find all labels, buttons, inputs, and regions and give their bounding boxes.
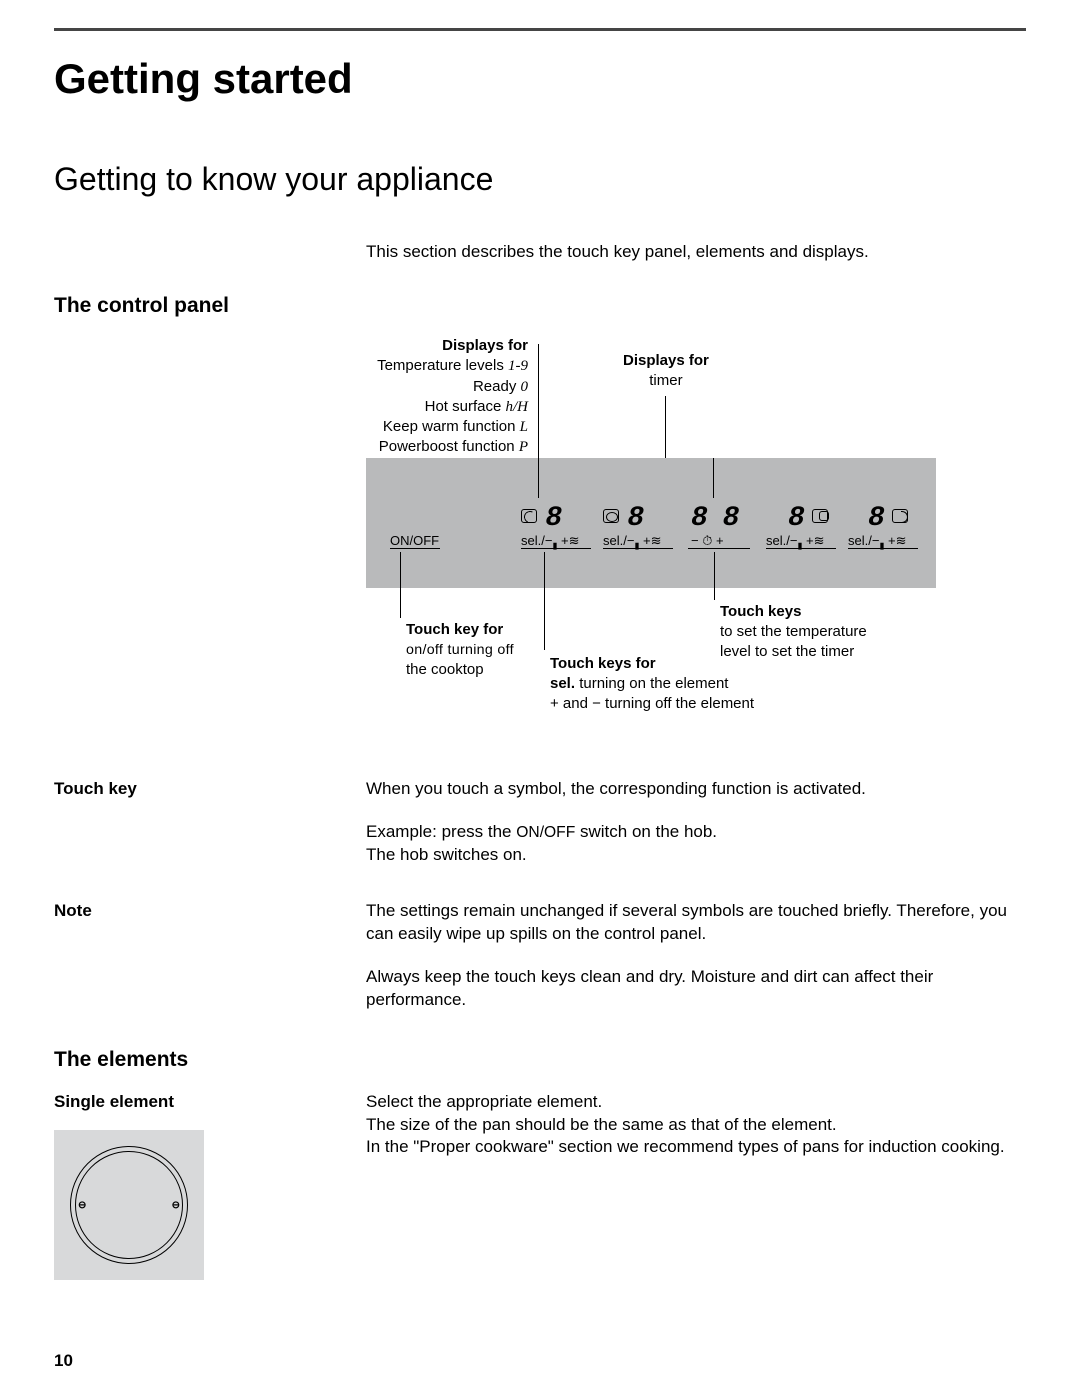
note-p1: The settings remain unchanged if several… <box>366 900 1026 946</box>
single-p3: In the "Proper cookware" section we reco… <box>366 1136 1026 1159</box>
subsection-elements: The elements <box>54 1046 1026 1074</box>
leader-line-displays <box>538 344 539 458</box>
leader-line-timer <box>665 396 666 458</box>
page-title-section: Getting to know your appliance <box>54 158 1026 201</box>
touch-key-p1: When you touch a symbol, the correspondi… <box>366 778 1026 801</box>
top-rule <box>54 28 1026 31</box>
zone-shape-icon <box>892 509 908 523</box>
displays-for-legend: Displays for Temperature levels 1‑9 Read… <box>360 336 528 458</box>
page-number: 10 <box>54 1350 1026 1373</box>
label-note: Note <box>54 900 366 1012</box>
page-title-main: Getting started <box>54 51 1026 108</box>
single-p2: The size of the pan should be the same a… <box>366 1114 1026 1137</box>
callout-onoff: Touch key for ON/OFF turning off the coo… <box>406 620 514 681</box>
note-p2: Always keep the touch keys clean and dry… <box>366 966 1026 1012</box>
zone-shape-icon <box>603 509 619 523</box>
label-single-element: Single element <box>54 1091 366 1114</box>
control-panel-surface: 8 8 8 8 8 8 ON/OFF <box>366 458 936 588</box>
touch-key-p3: The hob switches on. <box>366 844 1026 867</box>
timer-controls: − ⏱ + <box>691 532 724 550</box>
zone-shape-icon <box>812 509 828 523</box>
control-panel-diagram: Displays for Temperature levels 1‑9 Read… <box>366 336 936 728</box>
callout-temp: Touch keys to set the temperature level … <box>720 602 867 663</box>
touch-key-p2: Example: press the ON/OFF switch on the … <box>366 821 1026 844</box>
single-p1: Select the appropriate element. <box>366 1091 1026 1114</box>
subsection-control-panel: The control panel <box>54 292 1026 320</box>
intro-paragraph: This section describes the touch key pan… <box>366 241 1026 264</box>
single-element-icon: ⊖ ⊖ <box>54 1130 204 1280</box>
callout-sel: Touch keys for sel. sel. turning on the … <box>550 654 754 715</box>
displays-for-timer-legend: Displays for timer <box>623 351 709 392</box>
onoff-touchkey-label: ON/OFF <box>390 532 439 550</box>
label-touch-key: Touch key <box>54 778 366 867</box>
zone-shape-icon <box>521 509 537 523</box>
